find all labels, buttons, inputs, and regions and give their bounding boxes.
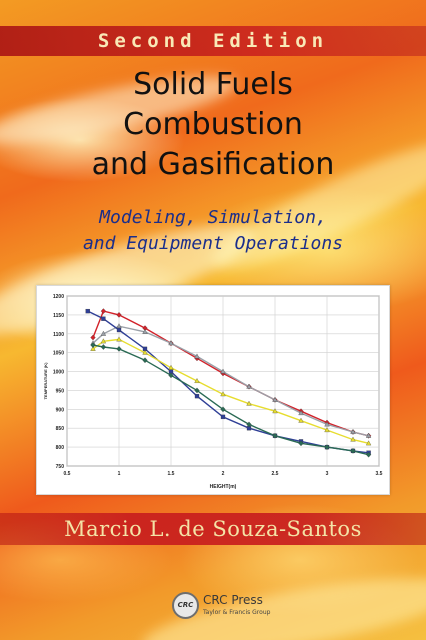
data-point <box>116 346 122 352</box>
data-point <box>168 340 174 346</box>
data-point <box>142 357 148 364</box>
edition-label: Second Edition <box>97 30 329 52</box>
x-tick-label: 1.5 <box>168 471 175 477</box>
y-tick-label: 950 <box>56 388 65 394</box>
data-point <box>350 448 356 454</box>
data-point <box>90 342 96 348</box>
data-point <box>194 393 200 399</box>
x-tick-label: 2 <box>222 471 225 477</box>
title-line-2: Combustion <box>123 107 303 142</box>
data-point <box>101 316 106 321</box>
x-tick-label: 1 <box>118 471 121 477</box>
x-tick-label: 3 <box>326 471 329 477</box>
data-point <box>100 344 107 350</box>
title-line-1: Solid Fuels <box>133 67 293 102</box>
data-point <box>116 327 122 333</box>
data-point <box>324 427 330 433</box>
x-tick-label: 2.5 <box>272 471 279 477</box>
y-tick-label: 1050 <box>53 351 64 357</box>
data-point <box>350 436 356 442</box>
data-point <box>100 330 107 336</box>
data-point <box>194 378 200 383</box>
data-point <box>272 432 278 439</box>
data-point <box>116 336 122 342</box>
data-point <box>142 328 148 334</box>
data-point <box>246 383 252 389</box>
data-point <box>168 372 174 379</box>
crc-logo-icon: CRC <box>172 592 199 619</box>
data-point <box>142 349 148 355</box>
y-tick-label: 750 <box>56 464 65 470</box>
y-axis-label: TEMPERATURE (K) <box>43 362 48 399</box>
cover-chart: 750 800 850 900 950 1000 1050 1100 1150 1200 0.5 1 1… <box>36 285 390 495</box>
data-point <box>100 338 107 344</box>
data-point <box>194 387 200 394</box>
data-point <box>220 414 226 420</box>
y-tick-label: 1150 <box>53 313 64 319</box>
data-point <box>272 408 278 414</box>
y-tick-label: 1200 <box>53 294 64 300</box>
data-point <box>272 396 278 402</box>
data-point <box>324 444 330 450</box>
y-tick-label: 1100 <box>53 332 64 338</box>
y-tick-label: 1000 <box>53 370 64 376</box>
data-point <box>220 368 226 374</box>
y-tick-label: 800 <box>56 445 65 451</box>
subtitle-line-1: Modeling, Simulation, <box>99 207 327 228</box>
data-point <box>246 400 252 406</box>
data-point <box>350 429 356 434</box>
data-point <box>116 312 122 318</box>
data-point <box>365 451 372 458</box>
x-tick-label: 0.5 <box>64 471 71 477</box>
edition-band <box>0 26 426 56</box>
data-point <box>298 440 304 447</box>
x-tick-label: 3.5 <box>376 471 383 477</box>
data-point <box>194 353 200 359</box>
x-axis-label: HEIGHT(m) <box>210 484 237 490</box>
publisher-group: Taylor & Francis Group <box>203 609 271 616</box>
y-tick-label: 900 <box>56 407 65 413</box>
data-point <box>168 364 174 370</box>
data-point <box>246 421 252 428</box>
data-point <box>324 421 330 427</box>
data-point <box>365 440 372 446</box>
data-point <box>220 406 226 413</box>
title-line-3: and Gasification <box>91 147 335 182</box>
data-point <box>365 432 372 438</box>
subtitle-line-2: and Equipment Operations <box>82 233 344 254</box>
data-point <box>90 334 96 341</box>
data-point <box>298 410 304 416</box>
data-point <box>298 417 304 423</box>
data-point <box>220 391 226 397</box>
data-point <box>85 308 90 314</box>
temperature-chart: 750 800 850 900 950 1000 1050 1100 1150 1200 0.5 1 1… <box>43 294 383 490</box>
author-band <box>0 513 426 545</box>
data-point <box>100 308 107 314</box>
y-tick-label: 850 <box>56 426 65 432</box>
data-point <box>90 345 96 351</box>
author-name: Marcio L. de Souza-Santos <box>64 517 362 541</box>
publisher-name: CRC Press <box>203 593 263 607</box>
